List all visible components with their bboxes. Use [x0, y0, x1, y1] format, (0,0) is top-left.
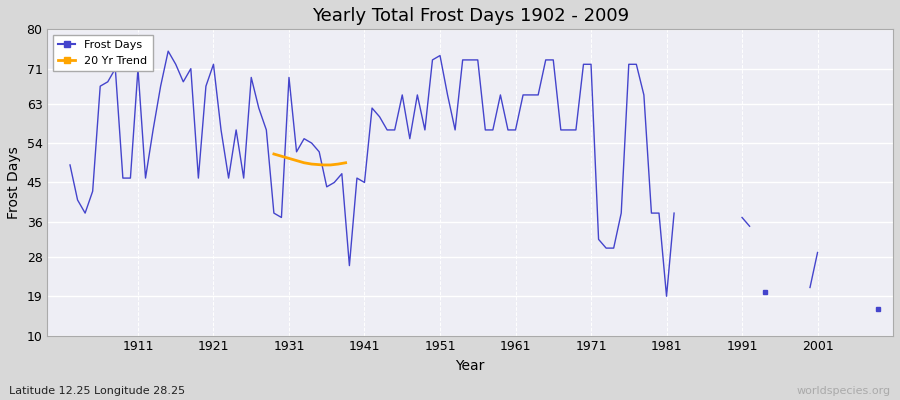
- X-axis label: Year: Year: [455, 359, 485, 373]
- Text: worldspecies.org: worldspecies.org: [796, 386, 891, 396]
- Title: Yearly Total Frost Days 1902 - 2009: Yearly Total Frost Days 1902 - 2009: [311, 7, 629, 25]
- Legend: Frost Days, 20 Yr Trend: Frost Days, 20 Yr Trend: [53, 35, 153, 72]
- Y-axis label: Frost Days: Frost Days: [7, 146, 21, 219]
- Text: Latitude 12.25 Longitude 28.25: Latitude 12.25 Longitude 28.25: [9, 386, 185, 396]
